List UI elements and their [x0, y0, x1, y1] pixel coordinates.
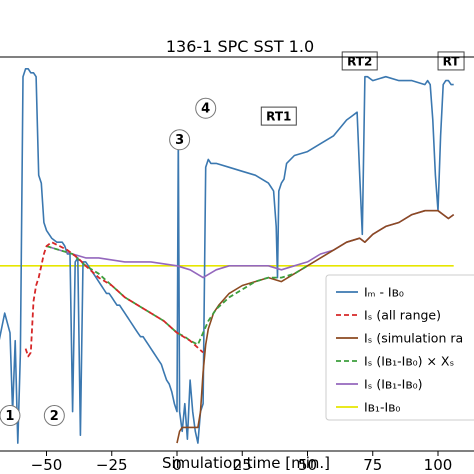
legend-label-i-s-i-b1-i-b0: Iₛ (Iʙ₁-Iʙ₀) [364, 377, 422, 392]
x-tick-label: −25 [96, 456, 128, 474]
legend: Iₘ - Iʙ₀ Iₛ (all range) Iₛ (simulation ra I… [325, 274, 474, 421]
marker-circle-4 [195, 97, 217, 119]
marker-label-2: 2 [50, 409, 59, 424]
x-tick-label: −50 [31, 456, 63, 474]
x-axis-label: Simulation time [min.] [162, 454, 330, 472]
series-line-i-s-i-b1-i-b0-x-x-s [46, 245, 308, 346]
marker-label-4: 4 [201, 102, 210, 117]
x-tick-label: 100 [424, 456, 453, 474]
rt-box-rt1 [260, 106, 297, 126]
rt-box-rt [437, 51, 465, 71]
legend-label-i-s-i-b1-i-b0-x-x-s: Iₛ (Iʙ₁-Iʙ₀) × Xₛ [364, 354, 454, 369]
legend-box [325, 274, 474, 421]
series-line-i-m-i-b0 [0, 68, 454, 444]
series-line-i-s-all-range [24, 241, 204, 358]
annotations: 1 2 3 4 RT1 RT2 RT [0, 51, 465, 427]
series-line-i-s-simulation-range [176, 209, 455, 444]
x-tick-label: 0 [172, 456, 182, 474]
legend-label-i-m-i-b0: Iₘ - Iʙ₀ [364, 285, 404, 300]
legend-label-i-s-simulation-range: Iₛ (simulation ra [364, 331, 463, 346]
rt-label-rt2: RT2 [347, 54, 372, 68]
chart-title: 136-1 SPC SST 1.0 [166, 37, 314, 56]
x-tick-label: 50 [298, 456, 317, 474]
rt-label-rt1: RT1 [266, 110, 291, 124]
x-axis: −50 −25 0 25 50 75 100 [31, 451, 453, 474]
rt-box-rt2 [341, 51, 378, 71]
marker-circle-3 [169, 129, 191, 151]
marker-label-3: 3 [175, 133, 184, 148]
rt-label-rt: RT [443, 54, 461, 68]
legend-label-i-b1-i-b0: Iʙ₁-Iʙ₀ [364, 400, 400, 415]
legend-label-i-s-all-range: Iₛ (all range) [364, 308, 441, 323]
marker-circle-1 [0, 405, 21, 427]
marker-circle-2 [43, 405, 65, 427]
x-tick-label: 25 [233, 456, 252, 474]
series-line-i-s-i-b1-i-b0 [46, 209, 455, 279]
marker-label-1: 1 [5, 409, 14, 424]
x-tick-label: 75 [363, 456, 382, 474]
plot-area [0, 68, 455, 444]
